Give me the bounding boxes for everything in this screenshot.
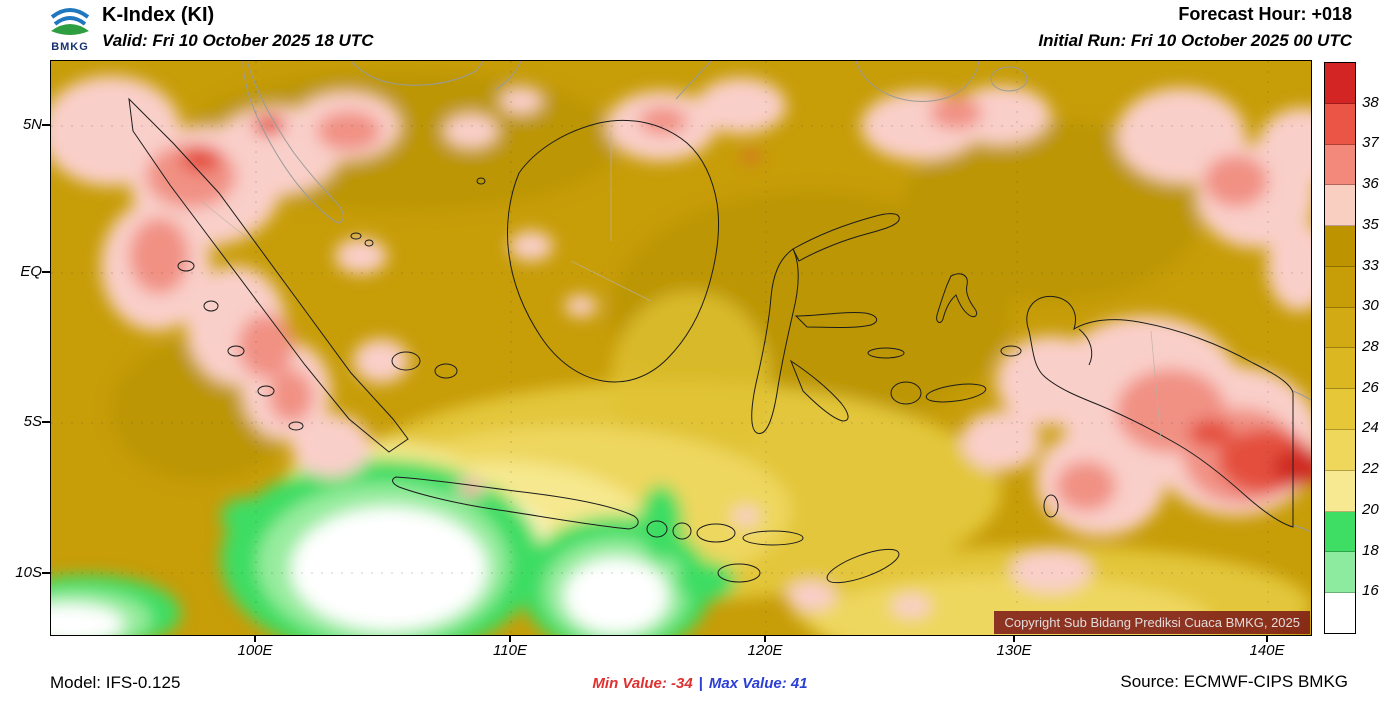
colorbar-segment-3 (1325, 185, 1355, 227)
colorbar-label-20: 20 (1362, 500, 1379, 518)
lon-tick (1266, 635, 1268, 642)
colorbar-segment-12 (1325, 552, 1355, 594)
lon-tick (764, 635, 766, 642)
lon-tick (509, 635, 511, 642)
bmkg-logo-icon (50, 8, 90, 35)
colorbar-label-24: 24 (1362, 419, 1379, 437)
lat-tick (42, 271, 50, 273)
colorbar-segment-4 (1325, 226, 1355, 267)
lon-label-140E: 140E (1249, 642, 1285, 659)
page-title: K-Index (KI) (102, 4, 215, 26)
colorbar-segment-0 (1325, 63, 1355, 104)
colorbar-label-28: 28 (1362, 338, 1379, 355)
colorbar-segment-8 (1325, 389, 1355, 431)
colorbar (1324, 62, 1356, 634)
lon-label-110E: 110E (493, 642, 527, 659)
colorbar-label-37: 37 (1362, 134, 1379, 152)
colorbar-label-33: 33 (1362, 256, 1379, 274)
bmkg-logo-label: BMKG (51, 41, 89, 53)
colorbar-label-22: 22 (1362, 460, 1379, 478)
colorbar-segment-6 (1325, 307, 1355, 349)
valid-time-label: Valid: Fri 10 October 2025 18 UTC (102, 31, 374, 50)
lon-tick (254, 635, 256, 642)
colorbar-segment-5 (1325, 266, 1355, 308)
initial-run-label: Initial Run: Fri 10 October 2025 00 UTC (1038, 31, 1352, 50)
copyright-banner: Copyright Sub Bidang Prediksi Cuaca BMKG… (994, 611, 1310, 634)
colorbar-segment-13 (1325, 593, 1355, 633)
lon-label-120E: 120E (747, 642, 783, 659)
coastlines (128, 97, 1294, 584)
max-value-text: Max Value: 41 (708, 675, 808, 692)
colorbar-label-35: 35 (1362, 215, 1379, 233)
kindex-field (51, 61, 1311, 635)
colorbar-segment-10 (1325, 470, 1355, 512)
model-label: Model: IFS-0.125 (50, 673, 181, 692)
source-label: Source: ECMWF-CIPS BMKG (1120, 672, 1348, 691)
colorbar-segment-11 (1325, 511, 1355, 553)
lat-label-5S: 5S (23, 413, 42, 430)
lat-label-EQ: EQ (20, 263, 42, 280)
colorbar-label-30: 30 (1362, 297, 1379, 315)
colorbar-label-18: 18 (1362, 541, 1379, 559)
colorbar-label-16: 16 (1362, 582, 1379, 600)
colorbar-label-38: 38 (1362, 93, 1379, 111)
min-value-text: Min Value: -34 (592, 675, 693, 692)
kindex-map: Copyright Sub Bidang Prediksi Cuaca BMKG… (50, 60, 1312, 636)
admin-borders (200, 131, 1162, 442)
lat-tick (42, 421, 50, 423)
bmkg-logo: BMKG (44, 2, 96, 53)
lat-label-10S: 10S (15, 564, 42, 581)
colorbar-segment-1 (1325, 103, 1355, 145)
lat-label-5N: 5N (22, 116, 42, 133)
colorbar-segment-2 (1325, 144, 1355, 186)
kindex-field-blobs (51, 71, 1311, 635)
lon-tick (1013, 635, 1015, 642)
colorbar-segment-9 (1325, 430, 1355, 471)
graticule (51, 61, 1311, 635)
lon-label-100E: 100E (237, 642, 273, 659)
colorbar-label-36: 36 (1362, 175, 1379, 193)
forecast-hour-label: Forecast Hour: +018 (1178, 4, 1352, 24)
foreign-coastlines (242, 61, 1311, 533)
lat-tick (42, 572, 50, 574)
colorbar-label-26: 26 (1362, 378, 1379, 396)
colorbar-labels: 38 37 36 35 33 30 28 26 24 22 20 18 16 (1362, 62, 1400, 632)
lat-tick (42, 124, 50, 126)
colorbar-segment-7 (1325, 348, 1355, 390)
minmax-line: Min Value: -34 | Max Value: 41 (0, 675, 1400, 692)
minmax-separator: | (698, 675, 703, 692)
lon-label-130E: 130E (996, 642, 1032, 659)
